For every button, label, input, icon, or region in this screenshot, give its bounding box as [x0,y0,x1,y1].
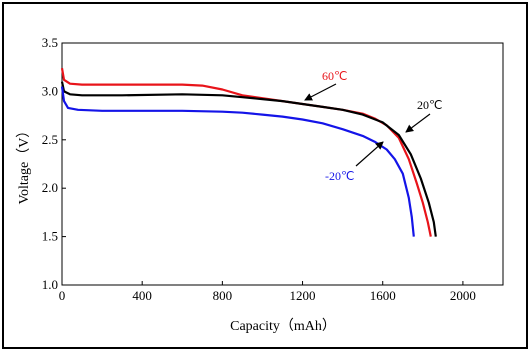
series-line [60,68,432,237]
series-line [60,81,437,237]
x-tick-label: 400 [132,288,152,303]
x-tick-label: 0 [59,288,66,303]
x-tick-label: 1200 [290,288,316,303]
y-tick-label: 1.5 [42,229,58,244]
chart-frame [2,2,528,349]
x-tick-label: 2000 [450,288,476,303]
curve-label: -20℃ [325,169,354,183]
x-axis-title: Capacity（mAh） [230,318,336,334]
x-tick-label: 800 [213,288,233,303]
y-tick-label: 2.0 [42,180,58,195]
y-tick-label: 3.5 [42,35,58,50]
curve-label: 60℃ [322,69,347,83]
x-tick-label: 1600 [370,288,396,303]
curve-label: 20℃ [417,98,442,112]
series-line [60,86,415,237]
plot-area-border [61,42,504,286]
curve-label-arrow [355,141,384,167]
y-axis-title: Voltage（V） [16,124,32,205]
y-tick-label: 2.5 [42,132,58,147]
y-tick-label: 3.0 [42,83,58,98]
y-tick-label: 1.0 [42,277,58,292]
curve-label-arrow [304,83,337,101]
curve-label-arrow [405,113,431,133]
